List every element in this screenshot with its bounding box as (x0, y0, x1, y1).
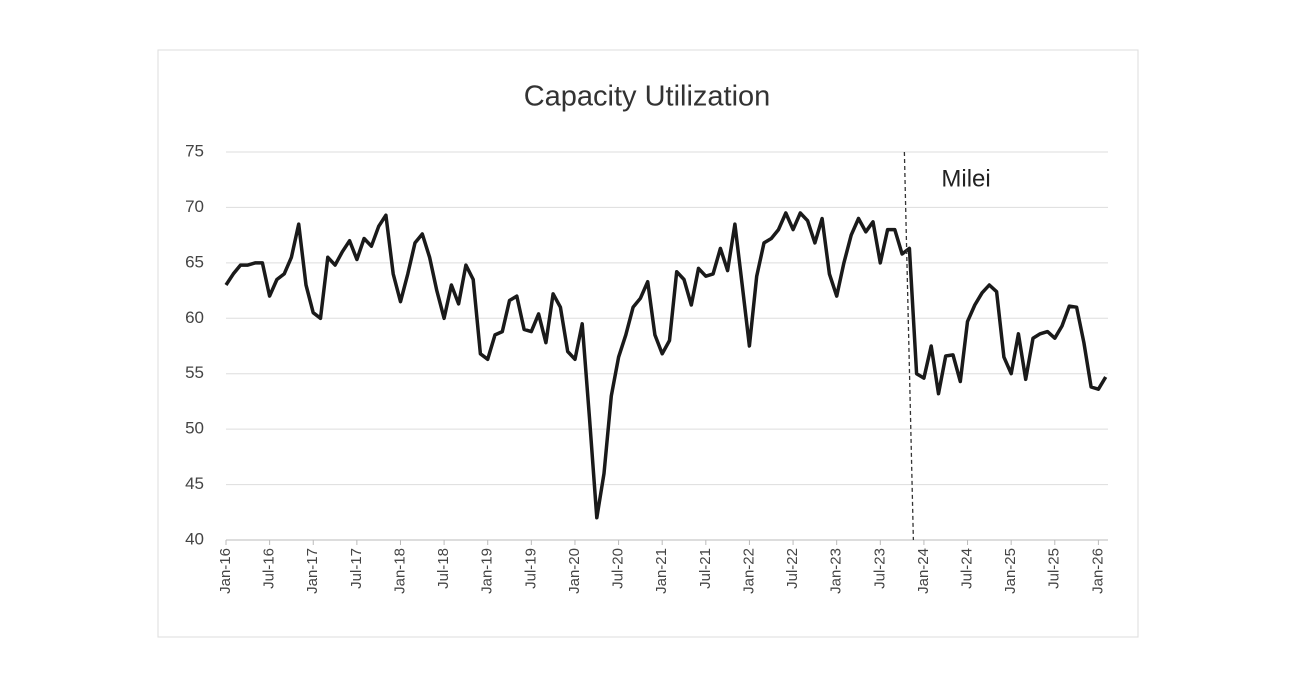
y-tick-label: 65 (185, 252, 204, 271)
x-tick-label: Jan-26 (1089, 548, 1106, 594)
x-tick-label: Jan-22 (740, 548, 757, 594)
x-tick-label: Jan-21 (653, 548, 670, 594)
y-tick-label: 45 (185, 474, 204, 493)
x-tick-label: Jul-21 (697, 548, 714, 589)
data-line (224, 211, 1108, 520)
x-tick-label: Jul-20 (610, 548, 627, 589)
x-tick-label: Jul-17 (348, 548, 365, 589)
x-tick-label: Jan-20 (566, 548, 583, 594)
x-tick-label: Jan-16 (217, 548, 234, 594)
x-tick-label: Jul-24 (959, 548, 976, 589)
x-tick-label: Jul-18 (435, 548, 452, 589)
x-tick-label: Jan-25 (1002, 548, 1019, 594)
y-tick-label: 75 (185, 141, 204, 160)
x-tick-label: Jan-18 (391, 548, 408, 594)
y-tick-label: 40 (185, 529, 204, 548)
chart-frame (157, 49, 1139, 638)
x-tick-label: Jul-16 (261, 548, 278, 589)
x-tick-label: Jul-23 (871, 548, 888, 589)
x-tick-label: Jan-17 (304, 548, 321, 594)
chart-title: Capacity Utilization (524, 81, 771, 113)
y-tick-label: 55 (185, 363, 204, 382)
annotation-label: Milei (941, 165, 990, 192)
x-tick-label: Jul-25 (1046, 548, 1063, 589)
x-tick-label: Jan-23 (828, 548, 845, 594)
y-tick-label: 50 (185, 419, 204, 438)
x-tick-label: Jul-22 (784, 548, 801, 589)
annotation-line (903, 151, 915, 541)
y-tick-label: 60 (185, 308, 204, 327)
x-tick-label: Jan-24 (915, 548, 932, 594)
y-tick-label: 70 (185, 197, 204, 216)
x-tick-label: Jul-19 (522, 548, 539, 589)
x-tick-label: Jan-19 (479, 548, 496, 594)
